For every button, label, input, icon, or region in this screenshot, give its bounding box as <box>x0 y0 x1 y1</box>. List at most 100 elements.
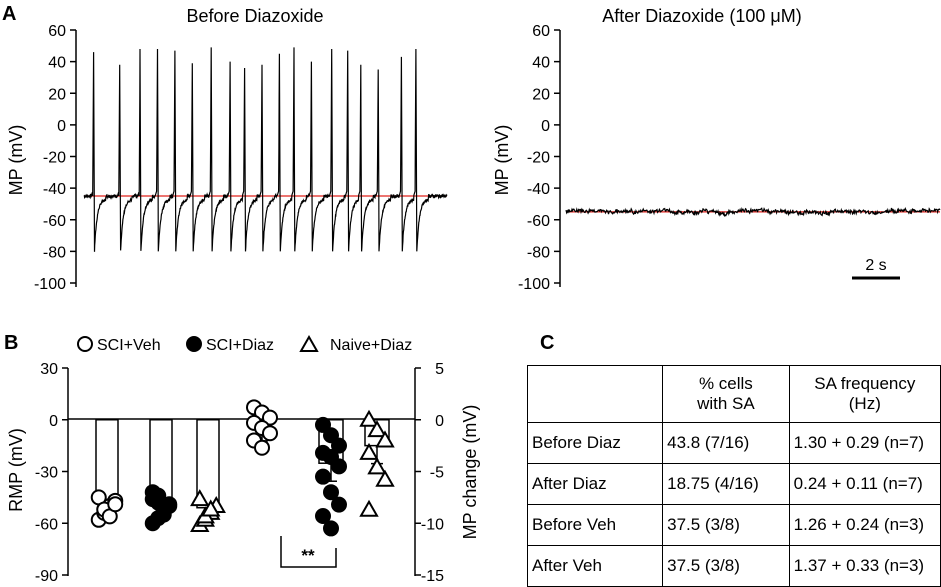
a1-ytick-label: -40 <box>43 181 66 198</box>
mp-point-0 <box>262 425 278 442</box>
mp-point-2 <box>359 499 379 517</box>
panel-a-before-trace <box>83 47 448 252</box>
table-header-sa-frequency: SA frequency (Hz) <box>788 365 941 423</box>
panel-b-right-tick-label: -10 <box>421 516 444 533</box>
significance-label: ** <box>301 546 315 565</box>
a1-ytick-label: 0 <box>57 118 66 135</box>
table-cell-frequency: 1.30 + 0.29 (n=7) <box>788 422 941 464</box>
a1-ytick-label: -80 <box>43 244 66 261</box>
panel-b-right-tick-label: 5 <box>435 361 444 378</box>
panel-b-left-tick-label: -30 <box>35 465 58 482</box>
table-cell-percent: 37.5 (3/8) <box>662 504 790 546</box>
legend-marker-sci-diaz <box>186 336 202 352</box>
panel-a-after-trace <box>565 207 941 217</box>
panel-a-before-ylabel: MP (mV) <box>6 125 26 196</box>
legend-label-sci-veh: SCI+Veh <box>97 337 161 354</box>
panel-b-left-ylabel: RMP (mV) <box>6 428 26 512</box>
table-row: After Diaz 18.75 (4/16) 0.24 + 0.11 (n=7… <box>526 463 941 505</box>
mp-point-2 <box>375 430 395 448</box>
header-freq-line1: SA frequency <box>814 374 916 393</box>
a2-ytick-label: -40 <box>527 181 550 198</box>
table-header-row: % cells with SA SA frequency (Hz) <box>526 365 941 423</box>
a1-ytick-label: 40 <box>48 55 66 72</box>
table-cell-frequency: 0.24 + 0.11 (n=7) <box>788 463 941 505</box>
mp-point-2 <box>359 409 379 427</box>
legend-label-naive-diaz: Naive+Diaz <box>330 337 412 354</box>
mp-point-1 <box>315 508 331 525</box>
rmp-point-2 <box>190 489 210 507</box>
mp-point-1 <box>331 496 347 513</box>
table-cell-condition: After Diaz <box>526 463 664 505</box>
table-header-cells-with-sa: % cells with SA <box>662 365 790 423</box>
panel-b-left-tick-label: 0 <box>49 413 58 430</box>
mp-point-2 <box>367 420 387 438</box>
rmp-point-2 <box>201 499 221 517</box>
panel-label-c: C <box>540 332 554 354</box>
a2-ytick-label: 20 <box>532 86 550 103</box>
mp-point-2 <box>375 469 395 487</box>
panel-b-left-tick-label: -60 <box>35 516 58 533</box>
table-cell-percent: 18.75 (4/16) <box>662 463 790 505</box>
panel-c-table: % cells with SA SA frequency (Hz) Before D… <box>526 365 941 587</box>
panel-a-after-title: After Diazoxide (100 μM) <box>602 6 801 26</box>
table-cell-condition: After Veh <box>526 545 664 587</box>
table-cell-condition: Before Veh <box>526 504 664 546</box>
mp-point-1 <box>331 458 347 475</box>
panel-b-left-tick-label: 30 <box>40 361 58 378</box>
a2-ytick-label: -60 <box>527 213 550 230</box>
table-cell-frequency: 1.26 + 0.24 (n=3) <box>788 504 941 546</box>
mp-point-1 <box>315 416 331 433</box>
mp-point-2 <box>367 457 387 475</box>
panel-a-before: Before Diazoxide 60 40 20 0 -20 -40 -60 -80 -100… <box>6 6 448 293</box>
mp-point-1 <box>323 484 339 501</box>
mp-point-2 <box>359 442 379 460</box>
mp-point-1 <box>323 427 339 444</box>
a2-ytick-label: 60 <box>532 23 550 40</box>
mp-point-1 <box>315 468 331 485</box>
table-row: Before Veh 37.5 (3/8) 1.26 + 0.24 (n=3) <box>526 504 941 546</box>
table-header-empty <box>526 365 664 423</box>
legend-label-sci-diaz: SCI+Diaz <box>206 337 274 354</box>
table-cell-percent: 43.8 (7/16) <box>662 422 790 464</box>
a2-ytick-label: 0 <box>541 118 550 135</box>
legend-marker-sci-veh <box>77 336 93 352</box>
a1-ytick-label: -60 <box>43 213 66 230</box>
header-freq-line2: (Hz) <box>848 394 881 413</box>
panel-a-after: After Diazoxide (100 μM) 60 40 20 0 -20 -40 -6… <box>492 6 941 293</box>
panel-a-after-ylabel: MP (mV) <box>492 125 512 196</box>
panel-b-right-tick-label: -15 <box>421 568 444 584</box>
table-cell-frequency: 1.37 + 0.33 (n=3) <box>788 545 941 587</box>
a2-ytick-label: 40 <box>532 55 550 72</box>
table-cell-condition: Before Diaz <box>526 422 664 464</box>
panel-b: SCI+Veh SCI+Diaz Naive+Diaz 30 0 -30 -60 -90… <box>6 334 480 584</box>
legend-marker-naive-diaz <box>299 334 319 352</box>
time-scale-label: 2 s <box>865 257 886 274</box>
a1-ytick-label: -100 <box>34 276 66 293</box>
rmp-point-1 <box>155 503 172 520</box>
a1-ytick-label: 20 <box>48 86 66 103</box>
panel-b-right-tick-label: -5 <box>430 465 444 482</box>
panel-b-right-ylabel: MP change (mV) <box>460 405 480 540</box>
significance-bracket <box>280 536 337 568</box>
mp-point-0 <box>254 439 270 456</box>
panel-b-left-tick-label: -90 <box>35 568 58 584</box>
panel-a-before-title: Before Diazoxide <box>186 6 323 26</box>
header-cells-line1: % cells <box>698 374 753 393</box>
header-cells-line2: with SA <box>697 394 755 413</box>
table-cell-percent: 37.5 (3/8) <box>662 545 790 587</box>
mp-point-1 <box>323 520 339 537</box>
a2-ytick-label: -80 <box>527 244 550 261</box>
panel-label-b: B <box>4 332 18 354</box>
a1-ytick-label: 60 <box>48 23 66 40</box>
rmp-point-0 <box>107 496 124 513</box>
a2-ytick-label: -20 <box>527 150 550 167</box>
mp-point-1 <box>331 437 347 454</box>
mp-point-0 <box>262 409 278 426</box>
table-row: Before Diaz 43.8 (7/16) 1.30 + 0.29 (n=7… <box>526 422 941 464</box>
a2-ytick-label: -100 <box>518 276 550 293</box>
a1-ytick-label: -20 <box>43 150 66 167</box>
table-row: After Veh 37.5 (3/8) 1.37 + 0.33 (n=3) <box>526 545 941 587</box>
panel-b-right-tick-label: 0 <box>435 413 444 430</box>
panel-label-a: A <box>2 3 16 25</box>
